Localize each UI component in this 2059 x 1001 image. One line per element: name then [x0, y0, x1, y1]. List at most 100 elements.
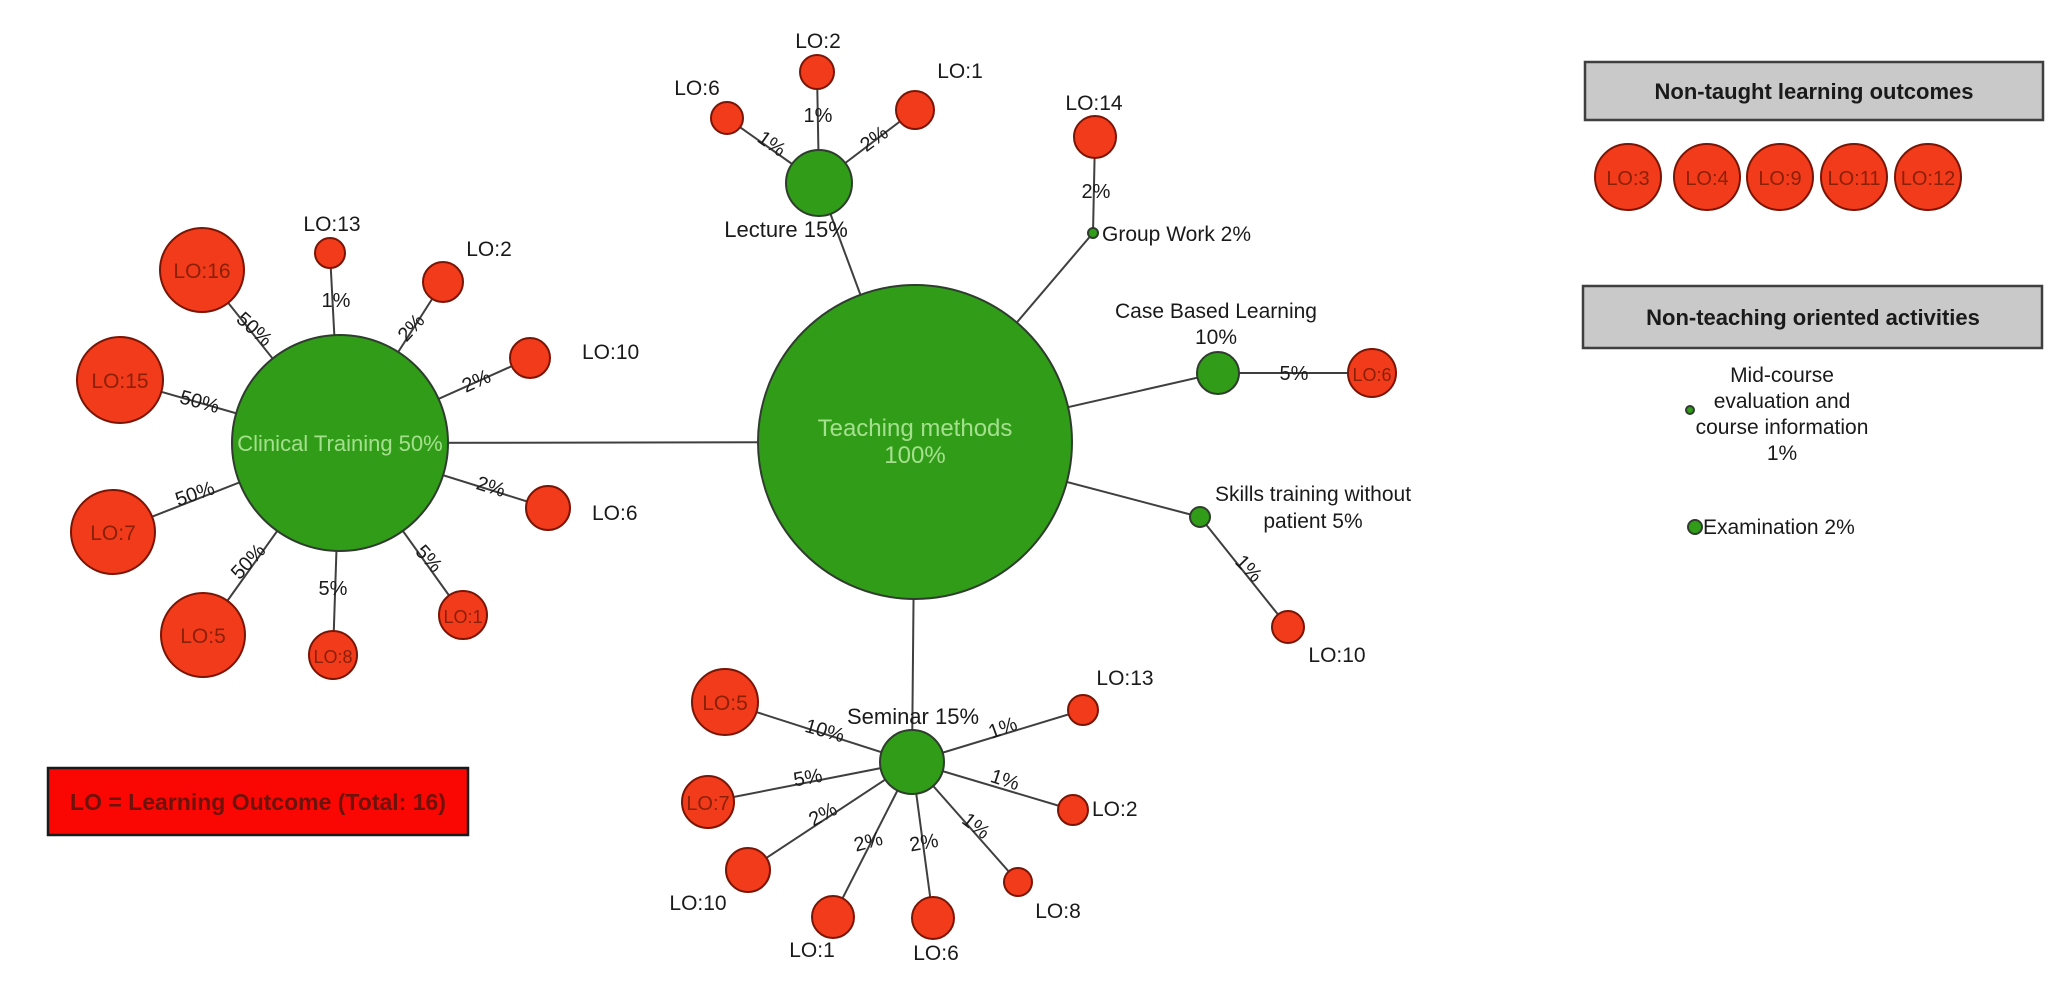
node-g-lo14: [1073, 115, 1117, 159]
node-se-lo7: [681, 775, 735, 829]
seminar-lo1-label: LO:1: [789, 939, 835, 962]
node-cb-lo6: [1347, 348, 1397, 398]
legend-examination-label: Examination 2%: [1703, 516, 1855, 539]
node-teaching: [757, 284, 1073, 600]
node-seminar: [879, 729, 945, 795]
skills-training-label: Skills training without patient 5%: [1215, 483, 1411, 533]
node-c-lo5: [160, 592, 246, 678]
node-casebased: [1196, 351, 1240, 395]
node-l-lo2: [799, 54, 835, 90]
seminar-lo7-label: LO:7: [686, 793, 729, 815]
node-legend-lo3: [1594, 143, 1662, 211]
edge-skills-s-lo10: [1199, 516, 1289, 628]
lecture-lo6-label: LO:6: [674, 77, 720, 100]
edge-label-lecture-l-lo6: 1%: [753, 127, 789, 162]
node-c-lo1: [438, 590, 488, 640]
clinical-lo2-label: LO:2: [466, 238, 512, 261]
node-se-lo13: [1067, 694, 1099, 726]
lecture-lo1-label: LO:1: [937, 60, 983, 83]
legend-lo9-label: LO:9: [1758, 168, 1801, 190]
legend-lo11-label: LO:11: [1828, 168, 1881, 190]
legend-non-teaching-title: Non-teaching oriented activities: [1646, 305, 1980, 330]
seminar-lo13-label: LO:13: [1096, 667, 1153, 690]
groupwork-lo14-label: LO:14: [1065, 92, 1123, 115]
node-se-lo8: [1003, 867, 1033, 897]
legend-box-non-teaching: [1581, 284, 2044, 350]
edge-label-lecture-l-lo2: 1%: [804, 105, 833, 127]
edge-label-clinical-c-lo13: 1%: [322, 290, 351, 312]
note-label: LO = Learning Outcome (Total: 16): [70, 789, 446, 815]
lecture-label: Lecture 15%: [724, 217, 848, 242]
seminar-lo10-label: LO:10: [669, 892, 726, 915]
seminar-lo5-label: LO:5: [702, 692, 748, 715]
edge-label-skills-s-lo10: 1%: [1230, 551, 1266, 587]
edge-label-groupwork-g-lo14: 2%: [1082, 181, 1111, 203]
note-box: [46, 766, 470, 837]
node-c-lo10: [509, 337, 551, 379]
node-se-lo1: [811, 895, 855, 939]
node-c-lo6: [525, 485, 571, 531]
clinical-training-label: Clinical Training 50%: [237, 431, 442, 456]
legend-non-taught-title: Non-taught learning outcomes: [1655, 79, 1974, 104]
casebased-lo6-label: LO:6: [1352, 365, 1391, 385]
edge-label-seminar-se-lo10: 2%: [805, 798, 841, 831]
clinical-lo16-label: LO:16: [173, 260, 230, 283]
case-based-learning-label: Case Based Learning 10%: [1115, 300, 1317, 349]
node-lecture: [785, 149, 853, 217]
node-se-lo10: [725, 847, 771, 893]
skills-lo10-label: LO:10: [1308, 644, 1365, 667]
node-groupwork: [1087, 227, 1099, 239]
clinical-lo7-label: LO:7: [90, 522, 136, 545]
edge-label-seminar-se-lo5: 10%: [802, 715, 847, 747]
clinical-lo1-label: LO:1: [443, 607, 482, 627]
node-legend-lo9: [1746, 143, 1814, 211]
edge-label-clinical-c-lo2: 2%: [394, 310, 430, 346]
edge-label-seminar-se-lo7: 5%: [792, 765, 825, 792]
node-c-lo15: [76, 336, 164, 424]
clinical-lo8-label: LO:8: [313, 647, 352, 667]
node-c-lo8: [308, 630, 358, 680]
node-legend-lo12: [1894, 143, 1962, 211]
edge-label-casebased-cb-lo6: 5%: [1280, 363, 1309, 385]
node-c-lo7: [70, 489, 156, 575]
lecture-lo2-label: LO:2: [795, 30, 841, 53]
edge-label-clinical-c-lo6: 2%: [474, 473, 508, 503]
node-se-lo2: [1057, 794, 1089, 826]
group-work-label: Group Work 2%: [1102, 223, 1251, 246]
teaching-methods-label: Teaching methods 100%: [818, 415, 1013, 469]
edge-label-seminar-se-lo2: 1%: [988, 765, 1022, 795]
edge-label-clinical-c-lo10: 2%: [459, 366, 495, 398]
edge-label-seminar-se-lo13: 1%: [986, 713, 1021, 744]
seminar-label: Seminar 15%: [847, 704, 979, 729]
node-se-lo6: [911, 896, 955, 940]
seminar-lo8-label: LO:8: [1035, 900, 1081, 923]
legend-midcourse-label: Mid-course evaluation and course informati…: [1696, 364, 1869, 465]
legend-lo4-label: LO:4: [1685, 168, 1728, 190]
edge-label-seminar-se-lo6: 2%: [908, 830, 941, 857]
node-s-lo10: [1271, 610, 1305, 644]
node-clinical: [231, 334, 449, 552]
edge-label-clinical-c-lo8: 5%: [319, 578, 348, 600]
node-c-lo2: [422, 261, 464, 303]
node-legend-lo4: [1673, 143, 1741, 211]
node-legend-exam-dot: [1687, 519, 1703, 535]
legend-lo3-label: LO:3: [1606, 168, 1649, 190]
edge-label-clinical-c-lo15: 50%: [177, 386, 222, 418]
node-legend-midcourse-dot: [1685, 405, 1695, 415]
clinical-lo10-label: LO:10: [582, 341, 639, 364]
clinical-lo15-label: LO:15: [91, 370, 148, 393]
node-skills: [1189, 506, 1211, 528]
node-l-lo6: [710, 101, 744, 135]
node-c-lo13: [314, 237, 346, 269]
node-se-lo5: [691, 668, 759, 736]
legend-lo12-label: LO:12: [1901, 168, 1955, 190]
edge-label-seminar-se-lo8: 1%: [958, 809, 994, 844]
edge-label-seminar-se-lo1: 2%: [852, 828, 886, 857]
edge-seminar-se-lo7: [707, 761, 913, 803]
edge-label-clinical-c-lo1: 5%: [411, 541, 447, 577]
edge-label-clinical-c-lo5: 50%: [227, 540, 271, 584]
node-c-lo16: [159, 227, 245, 313]
legend-box-non-taught: [1583, 60, 2045, 122]
